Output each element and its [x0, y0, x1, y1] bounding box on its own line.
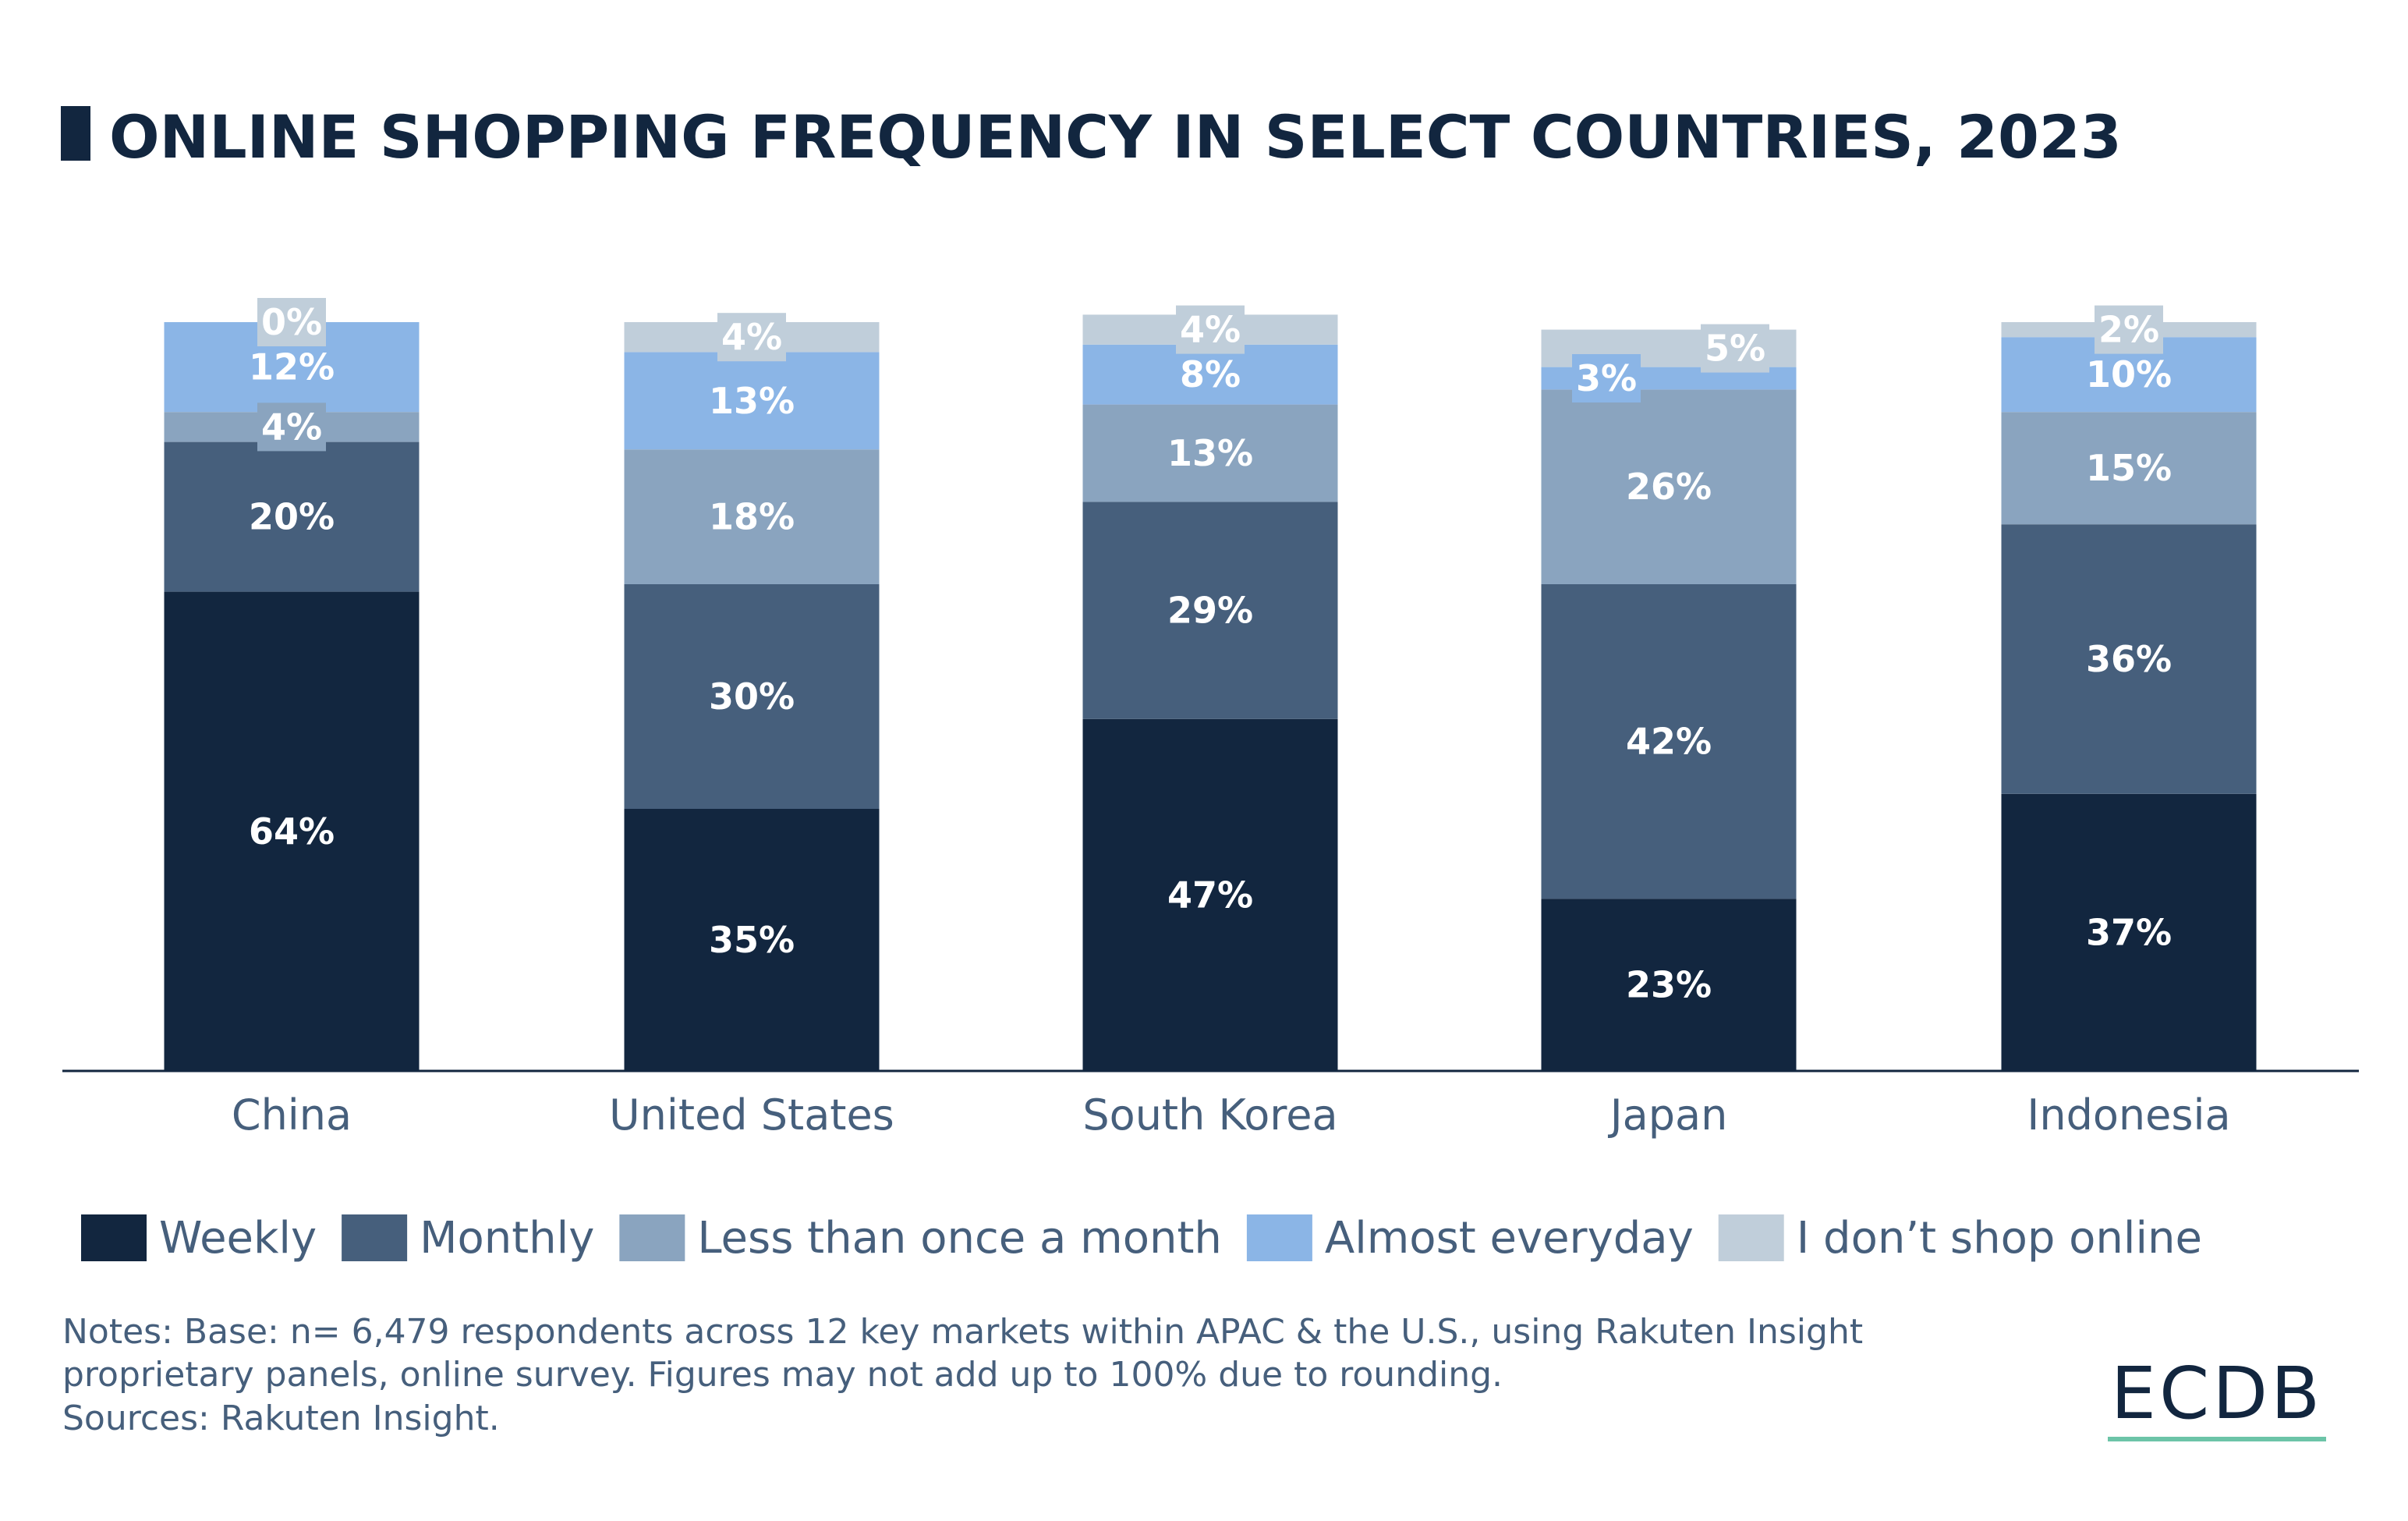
- title-marker: [61, 106, 90, 161]
- svg-text:ECDB: ECDB: [2111, 1352, 2323, 1435]
- bar-segment: [2001, 524, 2257, 794]
- data-label-background: [1572, 354, 1641, 402]
- data-label-background: [717, 313, 786, 362]
- sources-line: Sources: Rakuten Insight.: [62, 1399, 500, 1438]
- legend-label: Almost everyday: [1325, 1213, 1694, 1264]
- legend-swatch: [1718, 1214, 1784, 1261]
- data-label: 0%: [261, 301, 322, 343]
- data-label: 29%: [1167, 590, 1253, 632]
- data-label-background: [2095, 305, 2163, 354]
- x-tick-label: China: [232, 1090, 352, 1140]
- bar-segment: [1082, 404, 1338, 502]
- bar-segment: [1541, 899, 1797, 1071]
- bar-segment: [1082, 502, 1338, 719]
- bar-segment: [1082, 344, 1338, 405]
- bar-segment: [624, 352, 880, 450]
- bar-segment: [624, 584, 880, 809]
- data-label: 10%: [2086, 353, 2172, 395]
- data-label: 8%: [1180, 353, 1241, 395]
- data-label: 5%: [1705, 328, 1765, 370]
- data-label: 30%: [709, 675, 795, 718]
- data-label: 64%: [249, 810, 335, 853]
- data-label: 26%: [1626, 466, 1712, 508]
- x-tick-label: United States: [609, 1090, 894, 1140]
- data-label: 4%: [261, 406, 322, 448]
- data-label: 37%: [2086, 911, 2172, 953]
- data-label: 15%: [2086, 447, 2172, 489]
- data-label: 18%: [709, 496, 795, 538]
- data-label-background: [1701, 324, 1769, 373]
- data-label: 20%: [249, 496, 335, 538]
- legend-swatch: [342, 1214, 408, 1261]
- legend-label: Weekly: [159, 1213, 317, 1264]
- legend-label: Monthly: [420, 1213, 594, 1264]
- legend-swatch: [81, 1214, 147, 1261]
- bar-segment: [164, 441, 420, 592]
- data-label: 47%: [1167, 874, 1253, 916]
- data-label: 35%: [709, 919, 795, 961]
- legend-swatch: [619, 1214, 685, 1261]
- legend-label: I don’t shop online: [1797, 1213, 2202, 1264]
- chart-title: ONLINE SHOPPING FREQUENCY IN SELECT COUN…: [109, 102, 2122, 172]
- bar-segment: [164, 591, 420, 1071]
- bar-segment: [1541, 584, 1797, 899]
- bar-segment: [1541, 389, 1797, 584]
- data-label-background: [257, 298, 326, 346]
- bar-segment: [624, 809, 880, 1071]
- ecdb-logo: ECDB: [2108, 1352, 2326, 1441]
- data-label: 4%: [721, 316, 782, 358]
- x-tick-label: Indonesia: [2027, 1090, 2230, 1140]
- data-label-background: [257, 402, 326, 452]
- bar-segment: [624, 449, 880, 584]
- data-label-background: [1176, 305, 1245, 354]
- notes-line-2: proprietary panels, online survey. Figur…: [62, 1355, 1503, 1395]
- data-label: 4%: [1180, 309, 1241, 351]
- x-tick-label: Japan: [1608, 1090, 1728, 1140]
- data-label: 36%: [2086, 638, 2172, 680]
- bar-segment: [2001, 793, 2257, 1071]
- notes-line-1: Notes: Base: n= 6,479 respondents across…: [62, 1312, 1863, 1352]
- legend-label: Less than once a month: [697, 1213, 1222, 1264]
- data-label: 3%: [1576, 357, 1637, 399]
- legend-swatch: [1246, 1214, 1312, 1261]
- data-label: 23%: [1626, 964, 1712, 1006]
- data-label: 13%: [709, 380, 795, 422]
- data-label: 12%: [249, 346, 335, 388]
- data-label: 2%: [2098, 309, 2159, 351]
- data-label: 13%: [1167, 432, 1253, 474]
- x-tick-label: South Korea: [1082, 1090, 1337, 1140]
- data-label: 42%: [1626, 721, 1712, 763]
- bar-segment: [1082, 718, 1338, 1071]
- bar-segment: [2001, 412, 2257, 525]
